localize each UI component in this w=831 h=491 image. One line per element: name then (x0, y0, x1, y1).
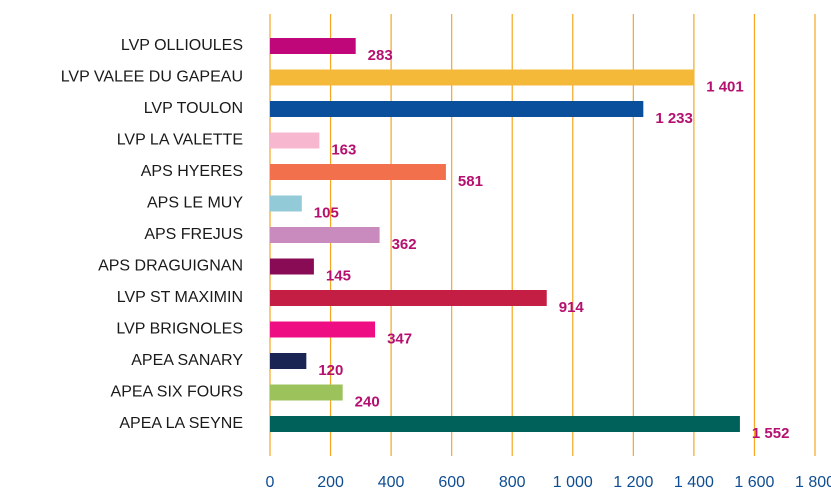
category-label: LVP BRIGNOLES (116, 321, 243, 338)
bar (270, 195, 302, 212)
bar (270, 38, 356, 54)
category-label: APEA SIX FOURS (111, 384, 243, 401)
category-label: APS HYERES (141, 163, 243, 180)
category-label: LVP VALEE DU GAPEAU (61, 69, 243, 86)
bar (270, 227, 380, 243)
value-label: 362 (392, 236, 417, 253)
x-tick-label: 1 400 (674, 474, 714, 491)
value-label: 1 552 (752, 425, 790, 442)
x-tick-label: 800 (499, 474, 526, 491)
x-tick-label: 400 (378, 474, 405, 491)
bar (270, 69, 695, 86)
value-label: 1 401 (706, 78, 744, 95)
value-label: 105 (314, 204, 339, 221)
x-tick-label: 0 (266, 474, 275, 491)
value-label: 163 (331, 141, 356, 158)
category-label: APEA LA SEYNE (119, 415, 243, 432)
bar (270, 132, 320, 149)
bar (270, 384, 343, 401)
value-label: 283 (368, 47, 393, 64)
bar (270, 321, 376, 338)
bar (270, 164, 446, 180)
category-label: APS DRAGUIGNAN (98, 258, 243, 275)
x-tick-label: 600 (438, 474, 465, 491)
category-label: LVP ST MAXIMIN (117, 289, 243, 306)
value-label: 240 (355, 393, 380, 410)
x-tick-label: 1 600 (734, 474, 774, 491)
value-label: 1 233 (655, 110, 693, 127)
bar (270, 353, 307, 369)
x-tick-label: 200 (317, 474, 344, 491)
value-label: 120 (318, 362, 343, 379)
value-label: 914 (559, 299, 585, 316)
bar (270, 290, 547, 306)
x-tick-label: 1 800 (795, 474, 831, 491)
bar (270, 101, 644, 117)
x-tick-label: 1 000 (553, 474, 593, 491)
category-label: LVP OLLIOULES (121, 37, 243, 54)
category-label: APS FREJUS (144, 226, 243, 243)
category-label: LVP TOULON (144, 100, 243, 117)
category-label: APS LE MUY (147, 195, 243, 212)
x-tick-label: 1 200 (613, 474, 653, 491)
value-label: 145 (326, 267, 351, 284)
category-label: LVP LA VALETTE (117, 132, 243, 149)
bar (270, 416, 740, 432)
value-label: 581 (458, 173, 483, 190)
category-label: APEA SANARY (131, 352, 243, 369)
value-label: 347 (387, 330, 412, 347)
bar (270, 258, 314, 275)
